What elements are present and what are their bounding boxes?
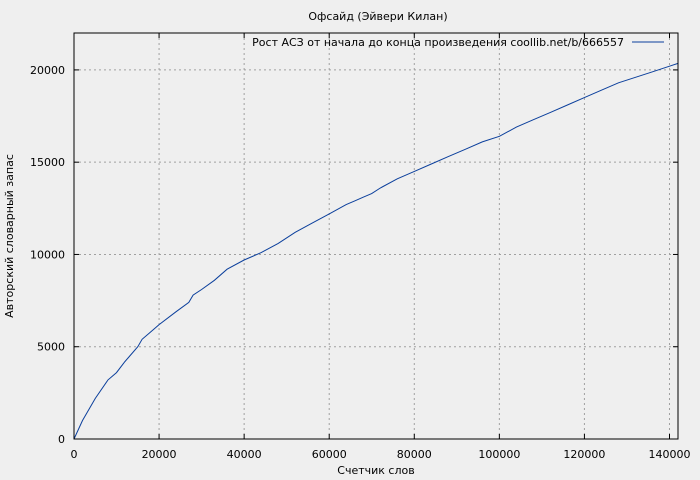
legend-label: Рост АСЗ от начала до конца произведения… — [252, 36, 624, 49]
x-tick-label: 40000 — [227, 448, 262, 461]
legend: Рост АСЗ от начала до конца произведения… — [252, 36, 664, 49]
y-tick-label: 5000 — [37, 341, 65, 354]
x-tick-label: 120000 — [563, 448, 605, 461]
y-tick-label: 20000 — [30, 64, 65, 77]
y-tick-label: 10000 — [30, 248, 65, 261]
x-tick-label: 0 — [71, 448, 78, 461]
x-tick-label: 80000 — [397, 448, 432, 461]
plot-frame — [73, 32, 679, 440]
grid — [74, 33, 678, 439]
y-tick-label: 0 — [58, 433, 65, 446]
y-axis-label: Авторский словарный запас — [3, 154, 16, 318]
x-tick-label: 140000 — [648, 448, 690, 461]
series-layer — [73, 62, 679, 440]
plot-area — [73, 32, 679, 440]
x-tick-label: 20000 — [142, 448, 177, 461]
x-tick-label: 100000 — [478, 448, 520, 461]
x-tick-label: 60000 — [312, 448, 347, 461]
axis-ticks: 0 20000 40000 60000 80000 100000 120000 140000 0… — [30, 33, 690, 461]
series-line — [73, 62, 679, 440]
y-tick-label: 15000 — [30, 156, 65, 169]
x-axis-label: Счетчик слов — [337, 464, 414, 477]
chart-title: Офсайд (Эйвери Килан) — [308, 10, 447, 23]
